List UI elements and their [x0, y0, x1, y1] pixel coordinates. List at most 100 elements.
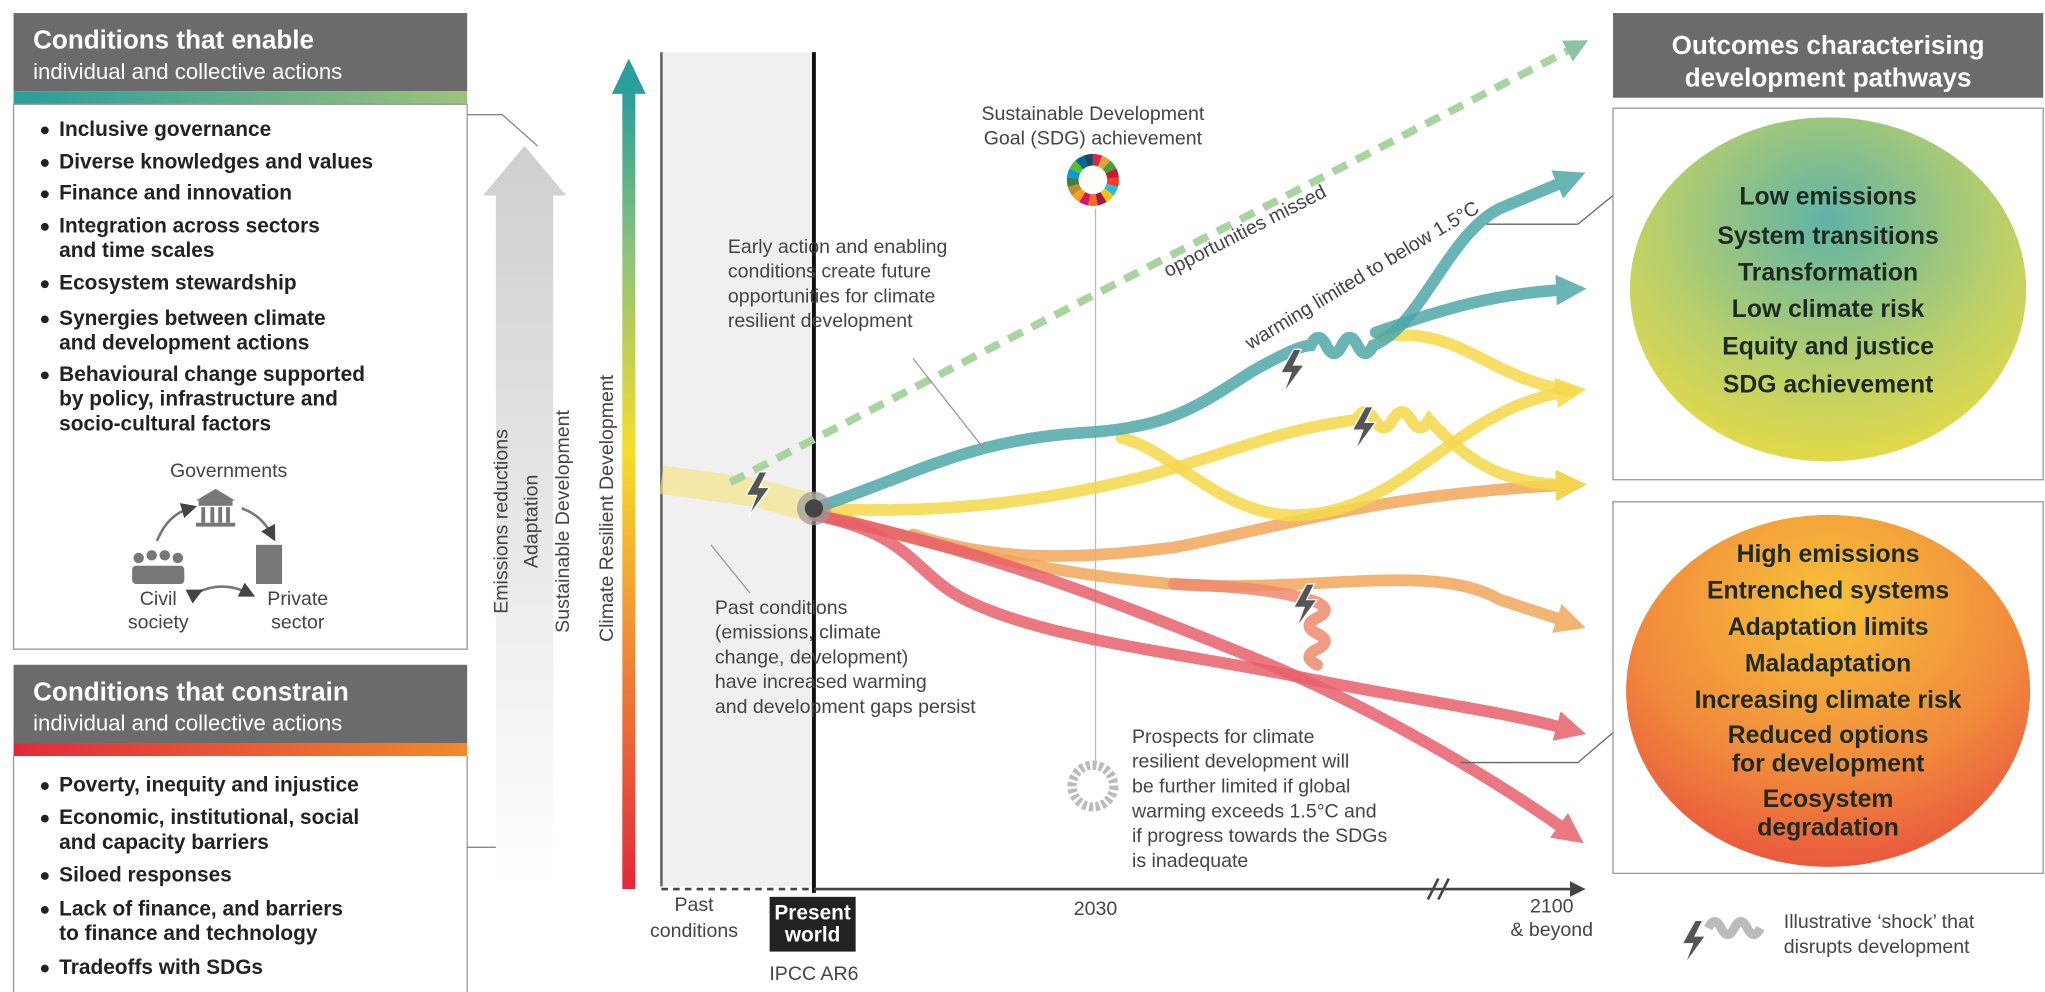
list-item: by policy, infrastructure and [59, 388, 338, 411]
wheel-segment [1098, 155, 1111, 170]
present-box [769, 896, 856, 952]
time-label: world [784, 923, 841, 946]
progress-arrow [482, 145, 567, 887]
annotation: Early action and enabling [728, 236, 948, 258]
pathway [1369, 274, 1587, 339]
wheel-segment [1069, 160, 1084, 174]
annotation: resilient development [728, 310, 913, 332]
outcome: Equity and justice [1722, 334, 1934, 361]
actor-icons [132, 488, 283, 584]
sdg-wheel [1066, 153, 1119, 206]
annotation: warming exceeds 1.5°C and [1131, 800, 1377, 822]
wheel-segment [1067, 183, 1082, 196]
pathway [1167, 578, 1331, 671]
bullet [40, 782, 49, 790]
arrow-label: Emissions reductions [491, 429, 513, 614]
annotation: have increased warming [715, 671, 927, 693]
connector [1460, 732, 1614, 764]
list-item: Economic, institutional, social [59, 806, 359, 829]
outcome: Maladaptation [1745, 650, 1911, 677]
time-label: 2030 [1074, 898, 1118, 920]
outcome: Entrenched systems [1707, 577, 1949, 604]
pathway [1376, 329, 1578, 397]
present-node [804, 499, 824, 518]
wheel-segment [1088, 193, 1098, 206]
missed-path [728, 40, 1589, 486]
outcome: degradation [1757, 815, 1899, 842]
legend-text: disrupts development [1784, 936, 1970, 958]
bullet [40, 964, 49, 973]
outcome: for development [1732, 751, 1925, 778]
list-item: and time scales [59, 239, 214, 262]
outcome: Transformation [1738, 259, 1918, 286]
pathway [1115, 377, 1587, 522]
outcome: Low emissions [1739, 184, 1916, 211]
constrain-panel [12, 756, 468, 992]
bullet [40, 315, 49, 324]
outcomes-header [1613, 13, 2044, 98]
bullet [40, 190, 49, 199]
wheel-segment [1105, 168, 1119, 179]
actor: Governments [170, 460, 288, 482]
time-label: 2100 [1530, 895, 1574, 917]
time-label: Past [674, 894, 714, 916]
pathway [907, 470, 1587, 562]
annotation: Goal (SDG) achievement [984, 128, 1203, 150]
actor-arrows [155, 503, 276, 604]
list-item: Integration across sectors [59, 214, 320, 237]
leader [912, 358, 986, 451]
enable-bar [13, 91, 468, 105]
annotation: conditions create future [728, 261, 931, 283]
list-item: socio-cultural factors [59, 412, 271, 435]
actor: Civil [140, 588, 177, 610]
bullet [40, 280, 49, 289]
legend-text: Illustrative ‘shock’ that [1784, 911, 1975, 933]
list-item: Lack of finance, and barriers [59, 897, 343, 920]
outcome: Low climate risk [1732, 296, 1925, 323]
wheel-segment [1092, 153, 1103, 167]
annotation: be further limited if global [1132, 776, 1350, 798]
pathway [808, 170, 1586, 515]
annotation: and development gaps persist [715, 696, 976, 718]
wheel-segment [1066, 168, 1081, 179]
outcome: Ecosystem [1763, 786, 1894, 813]
enable-panel [12, 103, 468, 650]
list-item: Siloed responses [59, 863, 232, 886]
annotation: Sustainable Development [982, 103, 1205, 125]
wheel-segment [1083, 153, 1093, 167]
actor: sector [271, 611, 325, 633]
enable-header [13, 13, 468, 92]
constrain-header [13, 664, 468, 744]
sdg-missed-wheel [1067, 760, 1119, 812]
bullet [40, 872, 49, 880]
panel-subtitle: individual and collective actions [33, 59, 342, 84]
resilience-axis [622, 91, 636, 890]
wheel-segment [1100, 188, 1114, 203]
list-item: Poverty, inequity and injustice [59, 774, 359, 797]
outcome: Increasing climate risk [1695, 687, 1962, 714]
outcome: Reduced options [1728, 722, 1929, 749]
actor: society [128, 611, 189, 633]
legend-squiggle [1704, 917, 1765, 940]
outcome: Adaptation limits [1728, 614, 1929, 641]
outcome: SDG achievement [1723, 371, 1933, 398]
annotation: opportunities missed [1160, 181, 1330, 282]
bullet [40, 905, 49, 914]
list-item: to finance and technology [59, 922, 318, 945]
constrain-bar [13, 743, 468, 757]
bullet [40, 814, 49, 823]
pathway [808, 406, 1587, 516]
time-label: Present [774, 901, 851, 924]
wheel-segment [1079, 192, 1091, 206]
list-item: Synergies between climate [59, 307, 325, 330]
time-label: conditions [650, 920, 738, 942]
list-item: and development actions [59, 332, 309, 355]
annotation: if progress towards the SDGs [1132, 825, 1388, 847]
bullet [40, 371, 49, 380]
leader [710, 544, 751, 594]
panel-subtitle: individual and collective actions [33, 711, 342, 736]
negative-outcomes [1626, 514, 2031, 867]
wheel-segment [1102, 160, 1117, 174]
wheel-segment [1104, 183, 1118, 196]
